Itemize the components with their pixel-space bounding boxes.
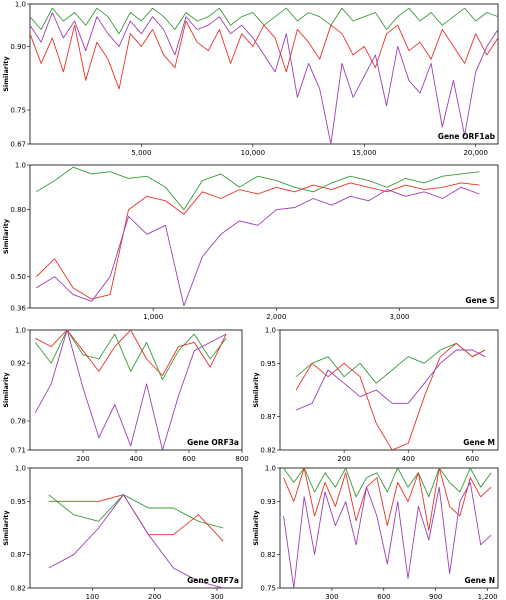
y-axis-label: Similarity	[252, 372, 260, 408]
series-line-green	[48, 494, 224, 529]
series-line-red	[283, 468, 492, 531]
y-tick-label: 0.80	[10, 206, 26, 214]
y-axis-label: Similarity	[2, 372, 10, 408]
y-axis-label: Similarity	[2, 218, 10, 254]
y-tick-label: 0.82	[10, 585, 26, 593]
y-tick-label: 0.87	[10, 551, 26, 559]
x-tick-label: 10,000	[241, 149, 266, 157]
series-line-red	[30, 20, 498, 90]
x-tick-label: 2,000	[266, 313, 286, 321]
y-tick-label: 0.93	[260, 498, 276, 506]
series-line-purple	[34, 330, 227, 450]
y-tick-label: 0.90	[10, 43, 26, 51]
chart-title: Gene M	[463, 438, 495, 447]
chart-gene-orf1ab: 5,000 10,000 15,000 20,000 0.67 0.75 0.90 1.0 Si…	[2, 1, 499, 157]
plot-frame	[29, 467, 243, 589]
x-tick-label: 200	[76, 455, 89, 463]
x-tick-label: 20,000	[463, 149, 488, 157]
y-tick-label: 0.67	[10, 141, 26, 149]
x-tick-label: 800	[235, 455, 248, 463]
series-group	[30, 7, 498, 144]
series-line-red	[35, 330, 227, 376]
series-line-purple	[48, 494, 224, 588]
x-tick-label: 1,000	[143, 313, 163, 321]
y-tick-label: 1.0	[15, 162, 26, 170]
x-tick-label: 1,200	[478, 593, 498, 600]
y-tick-label: 0.75	[10, 107, 26, 115]
chart-gene-orf7a: 100 200 300 0.82 0.87 0.95 1.0 Similarity Gene O…	[2, 465, 243, 600]
plot-frame	[29, 329, 243, 451]
y-tick-label: 0.50	[10, 273, 26, 281]
series-line-purple	[30, 12, 498, 144]
y-tick-label: 0.87	[260, 413, 276, 421]
chart-title: Gene N	[464, 576, 495, 585]
x-tick-label: 200	[337, 455, 350, 463]
plot-frame	[29, 3, 499, 145]
series-line-purple	[295, 349, 486, 411]
series-group	[283, 468, 492, 588]
y-tick-label: 0.75	[260, 585, 276, 593]
series-line-purple	[35, 186, 480, 307]
y-axis-label: Similarity	[252, 510, 260, 546]
chart-title: Gene ORF1ab	[438, 132, 496, 141]
y-tick-label: 1.0	[15, 327, 26, 335]
y-tick-label: 0.78	[10, 418, 26, 426]
x-tick-label: 5,000	[131, 149, 151, 157]
y-tick-label: 0.92	[10, 360, 26, 368]
y-tick-label: 1.0	[15, 465, 26, 473]
plot-frame	[29, 164, 499, 309]
chart-title: Gene ORF3a	[187, 438, 239, 447]
series-line-red	[35, 182, 480, 300]
y-axis-label: Similarity	[2, 510, 10, 546]
x-tick-label: 600	[377, 593, 390, 600]
y-tick-label: 0.82	[260, 551, 276, 559]
x-tick-label: 300	[325, 593, 338, 600]
series-group	[35, 166, 480, 307]
y-tick-label: 1.0	[265, 327, 276, 335]
x-tick-label: 400	[129, 455, 142, 463]
chart-gene-s: 1,000 2,000 3,000 0.36 0.50 0.80 1.0 Similarity…	[2, 162, 499, 321]
chart-gene-m: 200 400 600 0.82 0.87 0.95 1.0 Similarity Gene M	[252, 327, 499, 463]
series-line-red	[295, 342, 486, 450]
x-tick-label: 3,000	[389, 313, 409, 321]
y-tick-label: 0.82	[260, 447, 276, 455]
series-line-green	[283, 468, 492, 498]
chart-title: Gene ORF7a	[187, 576, 239, 585]
plot-frame	[279, 329, 499, 451]
chart-gene-n: 300 600 900 1,200 0.75 0.82 0.93 1.0 Similarity G…	[252, 465, 499, 600]
series-group	[48, 494, 224, 588]
y-tick-label: 1.0	[15, 1, 26, 9]
plot-frame	[279, 467, 499, 589]
series-line-green	[35, 166, 480, 211]
y-tick-label: 0.95	[10, 498, 26, 506]
x-tick-label: 600	[466, 455, 479, 463]
chart-gene-orf3a: 200 400 600 800 0.71 0.78 0.92 1.0 Similarity Gen…	[2, 327, 249, 464]
y-axis-label: Similarity	[2, 56, 10, 92]
y-tick-label: 0.71	[10, 447, 26, 455]
x-tick-label: 400	[402, 455, 415, 463]
x-tick-label: 100	[86, 593, 99, 600]
x-tick-label: 15,000	[352, 149, 377, 157]
series-group	[295, 342, 486, 450]
series-group	[34, 330, 227, 450]
y-tick-label: 0.36	[10, 305, 26, 313]
x-tick-label: 600	[182, 455, 195, 463]
x-tick-label: 200	[148, 593, 161, 600]
x-tick-label: 900	[429, 593, 442, 600]
series-line-purple	[283, 481, 492, 588]
chart-title: Gene S	[465, 296, 495, 305]
y-tick-label: 0.95	[260, 360, 276, 368]
series-line-green	[34, 330, 227, 381]
y-tick-label: 1.0	[265, 465, 276, 473]
x-tick-label: 300	[210, 593, 223, 600]
